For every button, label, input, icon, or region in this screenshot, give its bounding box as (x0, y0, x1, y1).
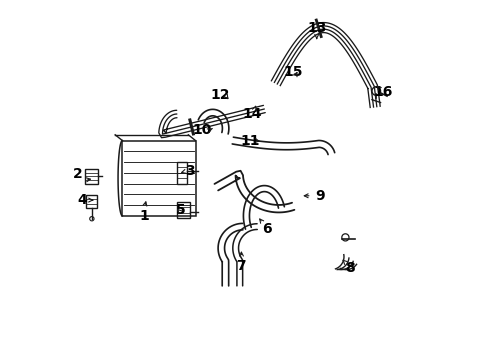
Text: 8: 8 (345, 261, 355, 275)
Bar (177, 202, 190, 218)
Text: 16: 16 (374, 85, 393, 99)
Bar (85, 169, 98, 184)
Text: 13: 13 (307, 21, 326, 35)
Text: 2: 2 (73, 167, 83, 181)
Text: 3: 3 (185, 165, 195, 179)
Text: 4: 4 (77, 193, 87, 207)
Bar (177, 162, 187, 184)
Text: 6: 6 (262, 222, 271, 236)
Text: 11: 11 (240, 134, 260, 148)
Text: 10: 10 (192, 123, 212, 137)
Text: 5: 5 (175, 203, 185, 217)
Text: 14: 14 (243, 107, 262, 121)
Bar (87, 195, 97, 208)
Text: 7: 7 (237, 259, 246, 273)
Text: 12: 12 (210, 88, 230, 102)
Text: 1: 1 (140, 209, 149, 223)
Text: 15: 15 (283, 66, 303, 80)
Text: 9: 9 (316, 189, 325, 203)
